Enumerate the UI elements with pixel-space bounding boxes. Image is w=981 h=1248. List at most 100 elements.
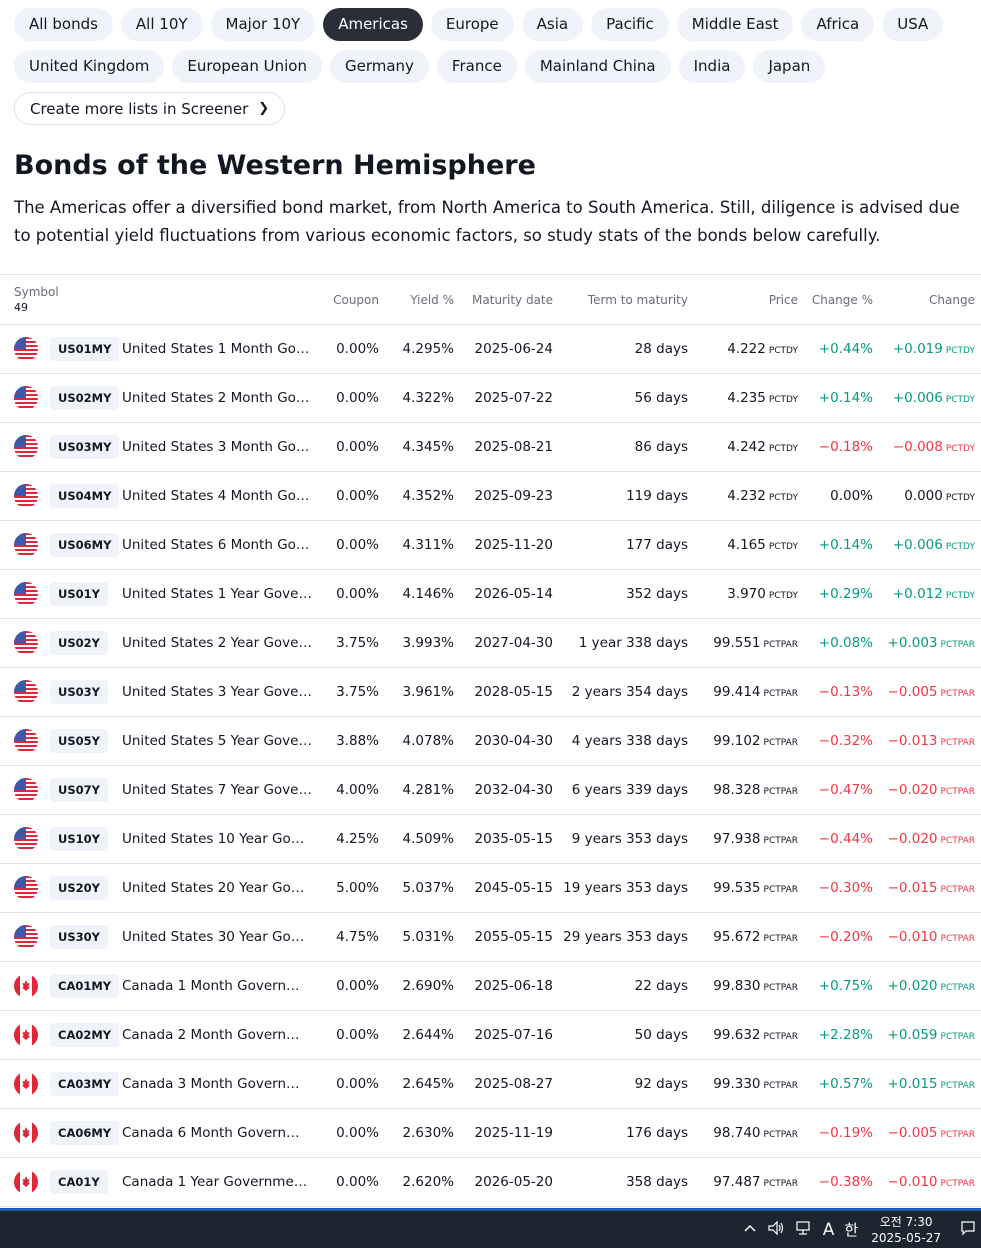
symbol-ticker[interactable]: US20Y <box>50 876 108 900</box>
bond-name[interactable]: United States 2 Year Govern... <box>122 635 312 651</box>
price-value: 98.328 <box>713 782 761 798</box>
symbol-ticker[interactable]: US30Y <box>50 925 108 949</box>
symbol-ticker[interactable]: US05Y <box>50 729 108 753</box>
symbol-ticker[interactable]: CA01MY <box>50 974 120 998</box>
symbol-ticker[interactable]: US01MY <box>50 337 120 361</box>
bond-name[interactable]: Canada 6 Month Governmen... <box>122 1125 312 1141</box>
change-value: +0.020 <box>887 978 938 994</box>
symbol-ticker[interactable]: US07Y <box>50 778 108 802</box>
filter-pill-usa[interactable]: USA <box>882 8 944 41</box>
header-change[interactable]: Change <box>929 293 975 307</box>
filter-pill-japan[interactable]: Japan <box>753 50 826 83</box>
filter-pill-all-bonds[interactable]: All bonds <box>14 8 113 41</box>
filter-pill-all-10y[interactable]: All 10Y <box>120 8 203 41</box>
change-unit: PCTPAR <box>940 787 975 797</box>
table-row[interactable]: CA02MY Canada 2 Month Governmen... 0.00% 2.… <box>0 1011 981 1060</box>
symbol-ticker[interactable]: US06MY <box>50 533 120 557</box>
header-yield[interactable]: Yield % <box>410 293 454 307</box>
table-row[interactable]: US20Y United States 20 Year Govern... 5.00… <box>0 864 981 913</box>
maturity-date: 2025-11-20 <box>474 537 553 553</box>
yield-value: 3.993% <box>402 635 454 651</box>
price-unit: PCTPAR <box>763 787 798 797</box>
table-row[interactable]: US02MY United States 2 Month Gove... 0.00%… <box>0 374 981 423</box>
ime-korean-icon[interactable]: 한 <box>844 1221 859 1239</box>
bond-name[interactable]: United States 4 Month Gove... <box>122 488 312 504</box>
filter-pill-india[interactable]: India <box>678 50 746 83</box>
speaker-icon[interactable] <box>767 1220 785 1240</box>
header-price[interactable]: Price <box>768 293 798 307</box>
bond-name[interactable]: Canada 1 Month Governmen... <box>122 978 312 994</box>
notification-icon[interactable] <box>960 1220 976 1240</box>
bond-name[interactable]: United States 10 Year Govern... <box>122 831 312 847</box>
table-row[interactable]: US01Y United States 1 Year Govern... 0.00%… <box>0 570 981 619</box>
table-row[interactable]: US30Y United States 30 Year Govern... 4.75… <box>0 913 981 962</box>
bond-name[interactable]: United States 3 Year Govern... <box>122 684 312 700</box>
table-row[interactable]: US04MY United States 4 Month Gove... 0.00%… <box>0 472 981 521</box>
filter-pill-major-10y[interactable]: Major 10Y <box>210 8 316 41</box>
bond-name[interactable]: United States 6 Month Gove... <box>122 537 312 553</box>
change-unit: PCTPAR <box>940 983 975 993</box>
change-cell: −0.010 PCTPAR <box>888 1158 975 1209</box>
network-icon[interactable] <box>795 1220 813 1240</box>
table-row[interactable]: CA06MY Canada 6 Month Governmen... 0.00% 2.… <box>0 1109 981 1158</box>
symbol-ticker[interactable]: CA06MY <box>50 1121 120 1145</box>
maturity-date: 2025-07-22 <box>474 390 553 406</box>
symbol-ticker[interactable]: CA01Y <box>50 1170 108 1194</box>
symbol-ticker[interactable]: US03Y <box>50 680 108 704</box>
maturity-date: 2025-06-24 <box>474 341 553 357</box>
table-row[interactable]: US03MY United States 3 Month Gove... 0.00%… <box>0 423 981 472</box>
table-row[interactable]: CA03MY Canada 3 Month Governmen... 0.00% 2.… <box>0 1060 981 1109</box>
table-row[interactable]: US05Y United States 5 Year Govern... 3.88%… <box>0 717 981 766</box>
table-row[interactable]: CA01Y Canada 1 Year Government B... 0.00% 2… <box>0 1158 981 1207</box>
us-flag-icon <box>14 827 38 851</box>
filter-pill-pacific[interactable]: Pacific <box>591 8 669 41</box>
filter-pill-americas[interactable]: Americas <box>323 8 423 41</box>
bond-name[interactable]: United States 2 Month Gove... <box>122 390 312 406</box>
bond-name[interactable]: United States 30 Year Govern... <box>122 929 312 945</box>
header-maturity-date[interactable]: Maturity date <box>472 293 553 307</box>
symbol-ticker[interactable]: US10Y <box>50 827 108 851</box>
create-lists-in-screener-link[interactable]: Create more lists in Screener ❯ <box>14 92 286 125</box>
header-change-percent[interactable]: Change % <box>811 293 873 307</box>
filter-pill-asia[interactable]: Asia <box>521 8 584 41</box>
filter-pill-mainland-china[interactable]: Mainland China <box>524 50 671 83</box>
table-row[interactable]: US10Y United States 10 Year Govern... 4.25… <box>0 815 981 864</box>
symbol-ticker[interactable]: CA02MY <box>50 1023 120 1047</box>
table-row[interactable]: US07Y United States 7 Year Govern... 4.00%… <box>0 766 981 815</box>
ime-a-icon[interactable]: A <box>822 1219 835 1240</box>
filter-pill-germany[interactable]: Germany <box>329 50 429 83</box>
price-value: 4.235 <box>727 390 766 406</box>
change-unit: PCTPAR <box>940 689 975 699</box>
bond-name[interactable]: United States 1 Year Govern... <box>122 586 312 602</box>
bond-name[interactable]: United States 1 Month Gove... <box>122 341 312 357</box>
header-term-to-maturity[interactable]: Term to maturity <box>587 293 688 307</box>
table-row[interactable]: US06MY United States 6 Month Gove... 0.00%… <box>0 521 981 570</box>
table-row[interactable]: US03Y United States 3 Year Govern... 3.75%… <box>0 668 981 717</box>
chevron-up-icon[interactable] <box>743 1222 757 1237</box>
filter-pill-united-kingdom[interactable]: United Kingdom <box>14 50 165 83</box>
header-symbol[interactable]: Symbol <box>14 285 59 299</box>
bond-name[interactable]: Canada 2 Month Governmen... <box>122 1027 312 1043</box>
symbol-ticker[interactable]: US02Y <box>50 631 108 655</box>
bond-name[interactable]: United States 20 Year Govern... <box>122 880 312 896</box>
filter-pill-france[interactable]: France <box>436 50 517 83</box>
table-row[interactable]: US02Y United States 2 Year Govern... 3.75%… <box>0 619 981 668</box>
bond-name[interactable]: United States 7 Year Govern... <box>122 782 312 798</box>
table-row[interactable]: CA01MY Canada 1 Month Governmen... 0.00% 2.… <box>0 962 981 1011</box>
bond-name[interactable]: Canada 3 Month Governmen... <box>122 1076 312 1092</box>
filter-pill-africa[interactable]: Africa <box>801 8 875 41</box>
bond-name[interactable]: United States 5 Year Govern... <box>122 733 312 749</box>
bond-name[interactable]: Canada 1 Year Government B... <box>122 1174 312 1190</box>
symbol-ticker[interactable]: US03MY <box>50 435 120 459</box>
taskbar-clock[interactable]: 오전 7:30 2025-05-27 <box>871 1214 941 1246</box>
filter-pill-europe[interactable]: Europe <box>430 8 514 41</box>
filter-pill-european-union[interactable]: European Union <box>172 50 322 83</box>
table-row[interactable]: US01MY United States 1 Month Gove... 0.00%… <box>0 325 981 374</box>
symbol-ticker[interactable]: US04MY <box>50 484 120 508</box>
filter-pill-middle-east[interactable]: Middle East <box>676 8 794 41</box>
symbol-ticker[interactable]: US01Y <box>50 582 108 606</box>
header-coupon[interactable]: Coupon <box>333 293 379 307</box>
bond-name[interactable]: United States 3 Month Gove... <box>122 439 312 455</box>
symbol-ticker[interactable]: US02MY <box>50 386 120 410</box>
symbol-ticker[interactable]: CA03MY <box>50 1072 120 1096</box>
